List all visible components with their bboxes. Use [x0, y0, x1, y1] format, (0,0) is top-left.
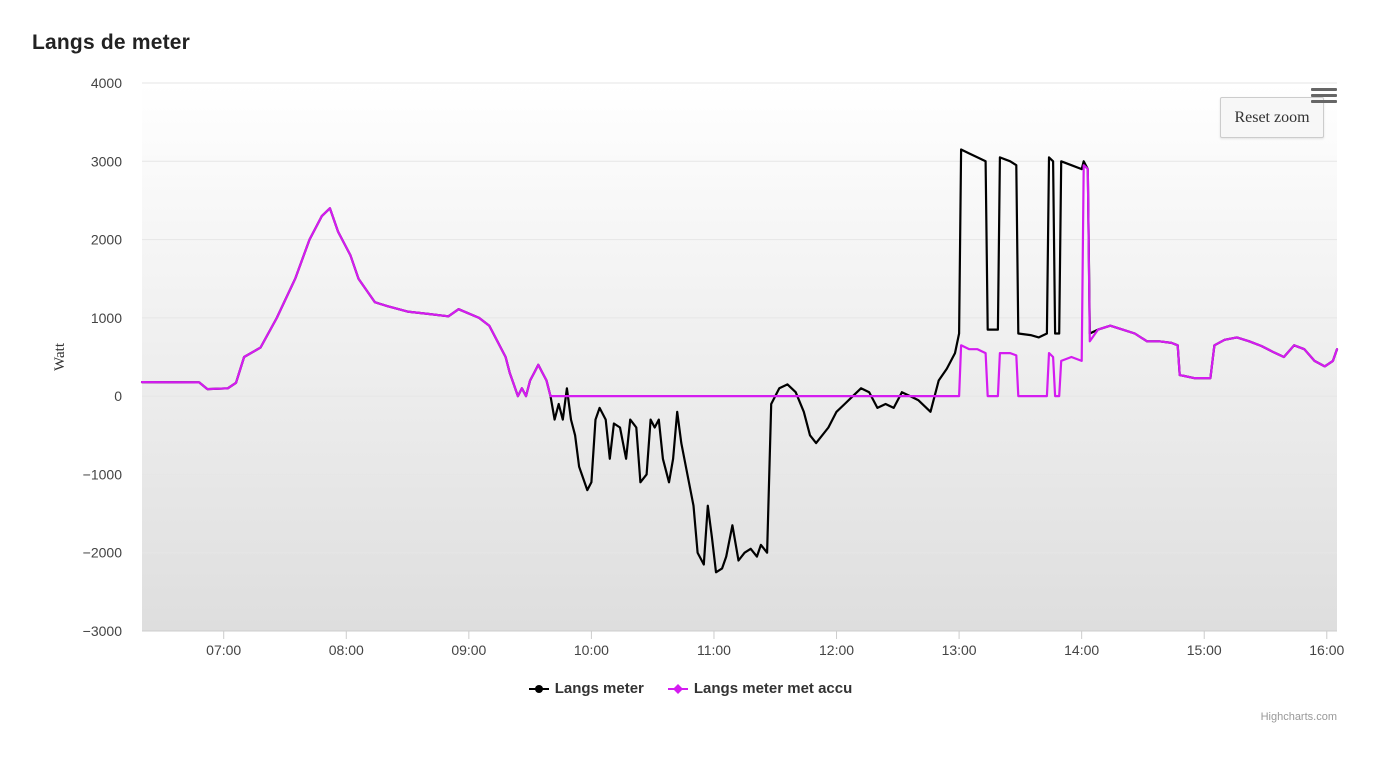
hamburger-menu-icon[interactable] [1311, 88, 1337, 110]
legend-label: Langs meter [554, 680, 644, 697]
legend-item-2[interactable]: Langs meter met accu [667, 680, 853, 697]
circle-marker-icon [528, 684, 549, 693]
legend-label: Langs meter met accu [693, 680, 853, 697]
x-tick-label: 16:00 [1309, 642, 1344, 658]
x-tick-label: 12:00 [819, 642, 854, 658]
x-tick-label: 13:00 [942, 642, 977, 658]
y-tick-label: −2000 [83, 545, 123, 561]
y-axis-title: Watt [52, 342, 68, 371]
y-tick-label: 2000 [91, 232, 122, 248]
x-tick-label: 08:00 [329, 642, 364, 658]
chart-title: Langs de meter [32, 31, 191, 54]
x-tick-label: 11:00 [697, 642, 731, 658]
y-axis: −3000 −2000 −1000 0 1000 2000 3000 4000 Watt [52, 75, 122, 639]
x-tick-label: 09:00 [451, 642, 486, 658]
y-tick-label: 1000 [91, 310, 122, 326]
y-tick-label: −3000 [83, 623, 123, 639]
x-tick-label: 10:00 [574, 642, 609, 658]
credits-link[interactable]: Highcharts.com [1260, 711, 1337, 723]
plot-background[interactable] [142, 83, 1337, 631]
y-tick-label: 4000 [91, 75, 122, 91]
legend-item-1[interactable]: Langs meter [528, 680, 644, 697]
y-tick-label: −1000 [83, 466, 123, 482]
x-axis: 07:00 08:00 09:00 10:00 11:00 12:00 13:00 14:00… [142, 630, 1345, 658]
y-tick-label: 0 [114, 388, 122, 404]
x-tick-label: 14:00 [1064, 642, 1099, 658]
reset-zoom-button[interactable]: Reset zoom [1220, 97, 1324, 138]
series-group[interactable] [140, 148, 1339, 574]
diamond-marker-icon [667, 683, 688, 694]
legend: Langs meter Langs meter met accu [0, 680, 1381, 697]
x-tick-label: 15:00 [1187, 642, 1222, 658]
x-tick-label: 07:00 [206, 642, 241, 658]
series-line-2[interactable] [140, 164, 1339, 398]
y-tick-label: 3000 [91, 153, 122, 169]
